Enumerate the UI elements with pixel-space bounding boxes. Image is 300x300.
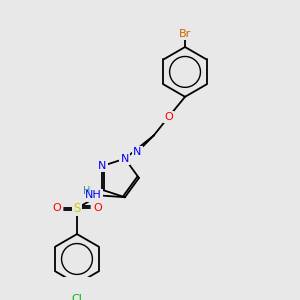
Text: Cl: Cl [71,294,82,300]
Text: O: O [164,112,173,122]
Text: Br: Br [179,29,191,39]
Text: NH: NH [85,190,102,200]
Text: H: H [82,186,90,196]
Text: O: O [52,203,61,213]
Text: N: N [133,147,141,157]
Text: N: N [98,161,106,171]
Text: N: N [121,154,129,164]
Text: O: O [93,203,102,213]
Text: S: S [73,202,81,215]
